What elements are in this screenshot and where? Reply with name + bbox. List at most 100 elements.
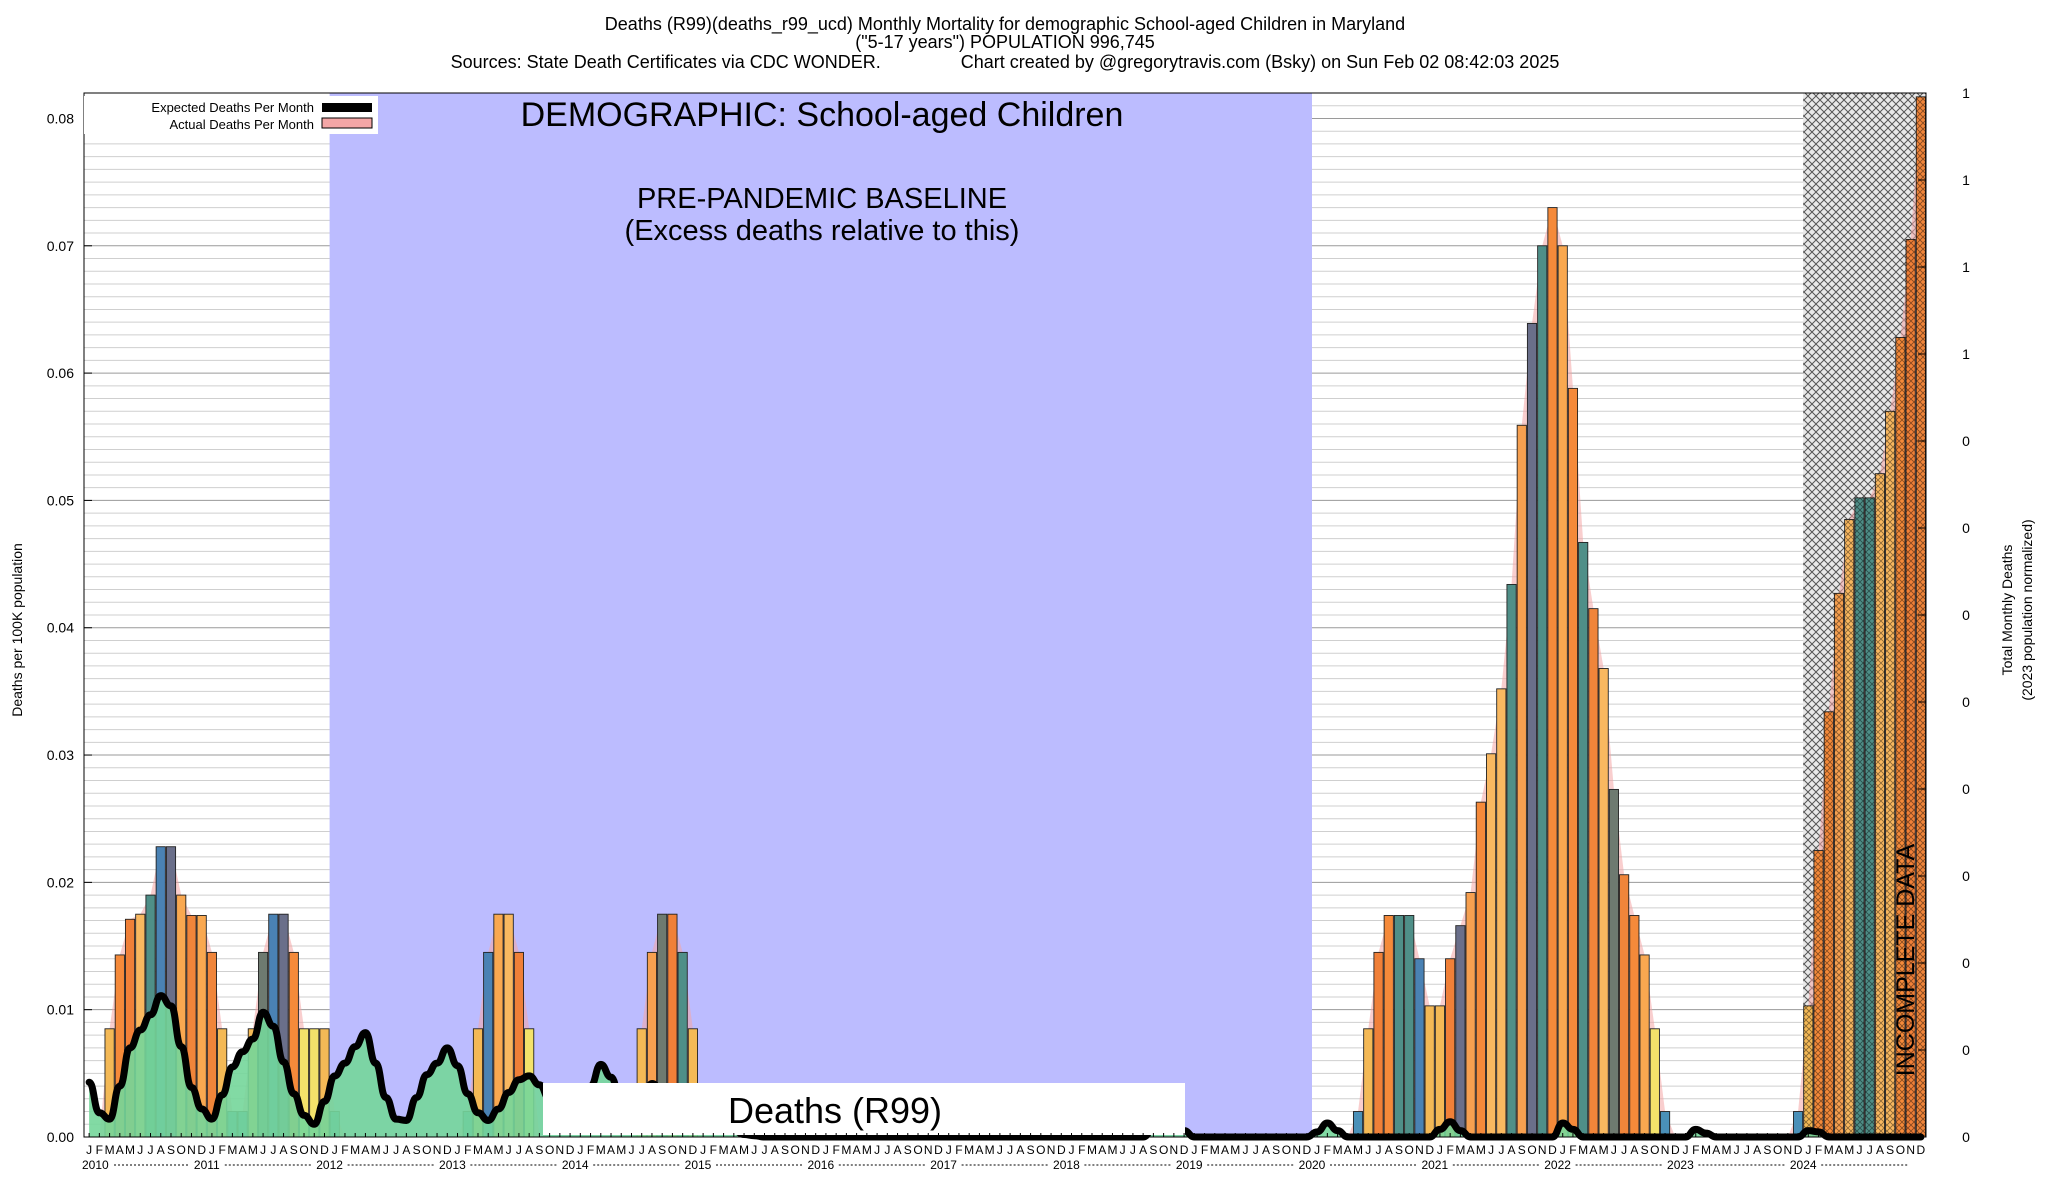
- actual-deaths-bar: [1639, 954, 1650, 1138]
- chart-title-line-1: Deaths (R99)(deaths_r99_ucd) Monthly Mor…: [605, 14, 1405, 35]
- x-year-label: 2012: [316, 1158, 343, 1172]
- x-month-label: N: [1538, 1143, 1547, 1157]
- x-month-label: M: [841, 1143, 851, 1157]
- y2-axis-title-line-1: Total Monthly Deaths: [1999, 545, 2015, 676]
- x-month-label: J: [1120, 1143, 1126, 1157]
- actual-deaths-bar-hatch: [1824, 711, 1834, 1137]
- y-tick-label: 0.00: [47, 1129, 74, 1145]
- x-month-label: J: [1007, 1143, 1013, 1157]
- x-month-label: J: [1867, 1143, 1873, 1157]
- x-month-label: S: [1395, 1143, 1403, 1157]
- x-month-label: A: [648, 1143, 656, 1157]
- x-month-label: J: [577, 1143, 583, 1157]
- x-month-label: M: [227, 1143, 237, 1157]
- x-month-label: J: [1437, 1143, 1443, 1157]
- x-month-label: A: [1589, 1143, 1597, 1157]
- actual-deaths-bar: [1434, 1005, 1445, 1138]
- actual-deaths-bar-hatch: [1813, 850, 1824, 1137]
- x-month-label: M: [1107, 1143, 1117, 1157]
- x-month-label: M: [105, 1143, 115, 1157]
- x-month-label: J: [1621, 1143, 1627, 1157]
- baseline-region: [329, 93, 1313, 1137]
- x-month-label: N: [556, 1143, 565, 1157]
- x-month-label: F: [710, 1143, 717, 1157]
- actual-deaths-bar: [1465, 892, 1476, 1138]
- x-month-label: S: [1272, 1143, 1280, 1157]
- y-tick-label: 0.04: [47, 620, 74, 636]
- actual-deaths-bar: [1608, 788, 1619, 1138]
- x-month-label: A: [1344, 1143, 1352, 1157]
- legend-label-actual: Actual Deaths Per Month: [169, 117, 314, 132]
- actual-deaths-bar: [1393, 915, 1405, 1138]
- y2-tick-label: 0: [1962, 433, 1970, 449]
- x-month-label: A: [239, 1143, 247, 1157]
- x-month-label: F: [832, 1143, 839, 1157]
- x-month-label: F: [464, 1143, 471, 1157]
- chart-title-line-3: Sources: State Death Certificates via CD…: [451, 52, 1560, 72]
- x-year-label: 2015: [685, 1158, 712, 1172]
- x-month-label: A: [1467, 1143, 1475, 1157]
- x-month-label: M: [1210, 1143, 1220, 1157]
- x-month-label: J: [393, 1143, 399, 1157]
- actual-deaths-bar: [1363, 1028, 1374, 1138]
- x-month-label: O: [1527, 1143, 1536, 1157]
- x-month-label: J: [1498, 1143, 1504, 1157]
- x-month-label: J: [332, 1143, 338, 1157]
- x-month-label: N: [433, 1143, 442, 1157]
- x-month-label: J: [946, 1143, 952, 1157]
- x-month-label: J: [148, 1143, 154, 1157]
- x-month-label: A: [1385, 1143, 1393, 1157]
- y2-tick-label: 0: [1962, 607, 1970, 623]
- x-month-label: M: [739, 1143, 749, 1157]
- y2-tick-label: 0: [1962, 781, 1970, 797]
- y-tick-label: 0.02: [47, 874, 74, 890]
- x-month-label: S: [290, 1143, 298, 1157]
- x-month-label: D: [689, 1143, 698, 1157]
- x-month-label: J: [209, 1143, 215, 1157]
- x-month-label: J: [751, 1143, 757, 1157]
- actual-deaths-bar: [1649, 1028, 1660, 1138]
- x-month-label: M: [1455, 1143, 1465, 1157]
- x-month-label: J: [137, 1143, 143, 1157]
- actual-deaths-bar-hatch: [1895, 337, 1906, 1137]
- x-month-label: J: [628, 1143, 634, 1157]
- x-month-label: J: [639, 1143, 645, 1157]
- x-month-label: N: [1906, 1143, 1915, 1157]
- x-year-label: 2024: [1790, 1158, 1817, 1172]
- chart-title-line-2: ("5-17 years") POPULATION 996,745: [855, 32, 1155, 52]
- x-month-label: D: [1425, 1143, 1434, 1157]
- x-month-label: F: [341, 1143, 348, 1157]
- actual-deaths-bar-hatch: [1885, 411, 1895, 1137]
- x-month-label: J: [1253, 1143, 1259, 1157]
- x-month-label: S: [1149, 1143, 1157, 1157]
- x-year-label: 2018: [1053, 1158, 1080, 1172]
- x-month-label: J: [762, 1143, 768, 1157]
- x-year-label: 2011: [194, 1158, 220, 1172]
- y2-tick-label: 0: [1962, 694, 1970, 710]
- x-month-label: A: [1712, 1143, 1720, 1157]
- x-month-label: N: [678, 1143, 687, 1157]
- x-month-label: O: [913, 1143, 922, 1157]
- x-month-label: M: [1701, 1143, 1711, 1157]
- x-year-label: 2010: [82, 1158, 109, 1172]
- actual-deaths-bar: [1567, 387, 1579, 1138]
- x-month-label: J: [1365, 1143, 1371, 1157]
- x-year-label: 2020: [1299, 1158, 1326, 1172]
- x-month-label: D: [934, 1143, 943, 1157]
- x-year-label: 2021: [1421, 1158, 1448, 1172]
- actual-deaths-bar-hatch: [1803, 1005, 1813, 1137]
- y-tick-label: 0.08: [47, 110, 74, 126]
- x-month-label: J: [270, 1143, 276, 1157]
- x-month-label: J: [383, 1143, 389, 1157]
- x-month-label: N: [801, 1143, 810, 1157]
- x-month-label: A: [1508, 1143, 1516, 1157]
- x-month-label: A: [894, 1143, 902, 1157]
- x-month-label: D: [320, 1143, 329, 1157]
- x-month-label: D: [566, 1143, 575, 1157]
- y2-tick-label: 1: [1962, 172, 1970, 188]
- x-month-label: F: [1201, 1143, 1208, 1157]
- x-month-label: J: [260, 1143, 266, 1157]
- x-month-label: A: [607, 1143, 615, 1157]
- x-month-label: M: [596, 1143, 606, 1157]
